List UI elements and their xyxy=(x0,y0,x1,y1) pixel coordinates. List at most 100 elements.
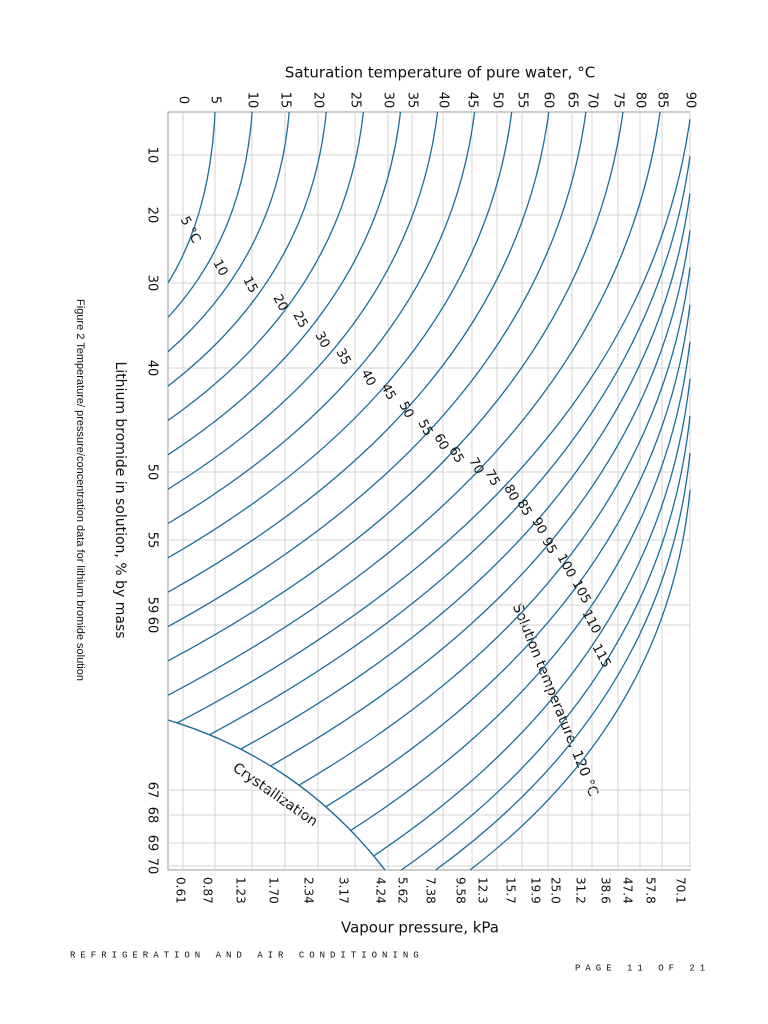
footer-left: REFRIGERATION AND AIR CONDITIONING xyxy=(70,950,424,960)
curve-label: 70 xyxy=(465,455,486,477)
top-tick-label: 50 xyxy=(490,92,505,109)
bottom-tick-label: 15.7 xyxy=(504,877,518,904)
isotherm xyxy=(167,111,327,387)
top-tick-label: 20 xyxy=(311,92,326,109)
left-tick-label: 20 xyxy=(145,207,160,224)
bottom-tick-label: 19.9 xyxy=(529,877,543,904)
left-tick-label: 30 xyxy=(145,275,160,292)
curve-label: 95 xyxy=(538,535,559,557)
isotherm xyxy=(167,111,624,662)
left-tick-label: 70 xyxy=(145,858,160,875)
crystallization-line xyxy=(167,719,386,871)
isotherm xyxy=(167,111,476,525)
isotherm xyxy=(167,111,550,593)
left-axis-title: Lithium bromide in solution, % by mass xyxy=(112,361,128,638)
bottom-tick-label: 2.34 xyxy=(302,877,316,904)
top-tick-label: 10 xyxy=(245,92,260,109)
top-axis-title: Saturation temperature of pure water, °C xyxy=(285,64,595,82)
crystallization-label: Crystallization xyxy=(230,760,321,830)
curve-label: 45 xyxy=(377,381,398,403)
left-tick-label: 10 xyxy=(145,147,160,164)
bottom-tick-label: 70.1 xyxy=(674,877,688,904)
isotherm xyxy=(209,156,691,736)
curve-label: 10 xyxy=(209,257,230,279)
curve-label: 35 xyxy=(332,346,353,368)
isotherm xyxy=(435,452,691,871)
bottom-tick-label: 57.8 xyxy=(644,877,658,904)
left-tick-label: 68 xyxy=(145,807,160,824)
isotherm xyxy=(167,111,439,490)
left-tick-label: 69 xyxy=(145,835,160,852)
curve-label: 110 xyxy=(579,608,604,637)
curve-label: 20 xyxy=(269,292,290,314)
isotherm xyxy=(400,415,691,871)
top-tick-label: 65 xyxy=(565,92,580,109)
left-tick-label: 67 xyxy=(145,782,160,799)
bottom-tick-label: 1.23 xyxy=(234,877,248,904)
top-tick-label: 15 xyxy=(278,92,293,109)
bottom-axis-title: Vapour pressure, kPa xyxy=(341,919,499,937)
bottom-tick-label: 0.87 xyxy=(201,877,215,904)
bottom-tick-label: 9.58 xyxy=(454,877,468,904)
left-tick-label: 55 xyxy=(145,532,160,549)
isotherm xyxy=(167,111,402,456)
top-tick-label: 55 xyxy=(515,92,530,109)
top-tick-label: 70 xyxy=(585,92,600,109)
plot-frame xyxy=(167,111,691,871)
top-tick-label: 30 xyxy=(381,92,396,109)
top-tick-label: 80 xyxy=(633,92,648,109)
isotherm xyxy=(167,111,513,559)
left-tick-label: 59 xyxy=(145,597,160,614)
curve-label: 85 xyxy=(513,497,534,519)
isotherm xyxy=(469,489,691,871)
bottom-tick-label: 47.4 xyxy=(621,877,635,904)
bottom-tick-label: 31.2 xyxy=(574,877,588,904)
isotherm xyxy=(350,341,691,831)
top-tick-label: 85 xyxy=(655,92,670,109)
curve-label: 75 xyxy=(481,467,502,489)
isotherm xyxy=(176,119,691,724)
caption: Figure 2 Temperature/ pressure/concentra… xyxy=(74,299,86,681)
bottom-tick-label: 0.61 xyxy=(174,877,188,904)
left-tick-label: 50 xyxy=(145,464,160,481)
curve-label: 60 xyxy=(430,431,451,453)
isotherm xyxy=(373,378,691,857)
bottom-tick-label: 5.62 xyxy=(396,877,410,904)
top-tick-label: 25 xyxy=(348,92,363,109)
footer-right: PAGE 11 OF 21 xyxy=(575,963,710,973)
top-tick-label: 75 xyxy=(611,92,626,109)
curve-label: 55 xyxy=(414,417,435,439)
bottom-tick-label: 3.17 xyxy=(337,877,351,904)
curve-label: 90 xyxy=(528,515,549,537)
curve-label: 5 °C xyxy=(177,214,203,246)
left-tick-label: 60 xyxy=(145,617,160,634)
curve-label: 25 xyxy=(289,309,310,331)
left-tick-label: 40 xyxy=(145,360,160,377)
curve-label: 50 xyxy=(395,399,416,421)
isotherm xyxy=(298,267,691,786)
bottom-tick-label: 25.0 xyxy=(549,877,563,904)
top-tick-label: 5 xyxy=(208,96,223,104)
top-tick-label: 35 xyxy=(405,92,420,109)
isotherm xyxy=(270,230,691,767)
top-tick-label: 40 xyxy=(436,92,451,109)
top-tick-label: 0 xyxy=(176,96,191,104)
bottom-tick-label: 12.3 xyxy=(476,877,490,904)
curve-label: 40 xyxy=(357,367,378,389)
isotherm xyxy=(240,193,691,750)
curve-label: 65 xyxy=(445,444,466,466)
isotherm xyxy=(167,111,587,628)
isotherm xyxy=(167,111,216,284)
isotherm xyxy=(167,111,290,353)
isotherm xyxy=(167,111,253,318)
top-tick-label: 45 xyxy=(465,92,480,109)
bottom-tick-label: 1.70 xyxy=(267,877,281,904)
curve-label: 30 xyxy=(311,329,332,351)
isotherm xyxy=(167,111,661,696)
isotherm xyxy=(325,304,691,808)
bottom-tick-label: 4.24 xyxy=(374,877,388,904)
top-tick-label: 90 xyxy=(683,92,698,109)
bottom-tick-label: 7.38 xyxy=(424,877,438,904)
curve-label: 100 xyxy=(554,552,579,581)
